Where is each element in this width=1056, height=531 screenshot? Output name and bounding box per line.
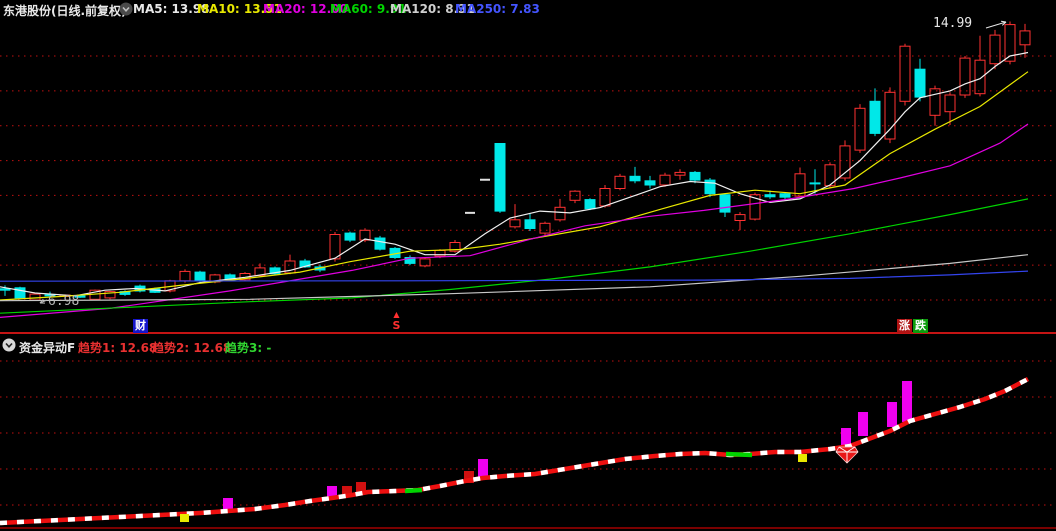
down-candle — [809, 182, 821, 185]
down-candle — [704, 179, 716, 195]
up-candle — [29, 293, 41, 301]
fund-flow-bar — [342, 486, 352, 494]
up-candle — [569, 190, 581, 201]
fund-flow-bar — [887, 402, 897, 427]
up-candle — [749, 194, 761, 220]
event-marker-rise[interactable]: 涨 — [897, 319, 912, 333]
trend2-field: 趋势2: 12.68 — [152, 341, 232, 355]
low-price-annotation: 6.98 — [48, 294, 80, 309]
collapse-chevron-icon[interactable] — [119, 2, 133, 16]
trend-green-segment — [725, 451, 753, 458]
fund-flow-bar — [356, 482, 366, 492]
diamond-facets — [836, 446, 858, 463]
up-candle — [599, 188, 611, 207]
up-candle — [944, 94, 956, 113]
ma20-indicator: MA20: 12.00 — [263, 2, 348, 16]
ma120-indicator: MA120: 8.31 — [390, 2, 475, 16]
ma60-indicator: MA60: 9.91 — [330, 2, 407, 16]
up-candle — [449, 242, 461, 252]
event-marker-arrow-icon: ▲ — [393, 310, 400, 319]
up-candle — [674, 171, 686, 176]
indicator-panel-header: 资金异动F 趋势1: 12.68 趋势2: 12.68 趋势3: - — [0, 337, 1056, 355]
down-candle — [689, 171, 701, 181]
event-marker-earnings[interactable]: 财 — [133, 319, 148, 333]
down-candle — [494, 143, 506, 212]
ma-line-MA60 — [0, 198, 1029, 314]
ma10-indicator: MA10: 13.51 — [197, 2, 282, 16]
yellow-signal-marker — [798, 454, 807, 462]
down-candle — [629, 175, 641, 182]
down-candle — [869, 100, 881, 134]
fund-flow-bar — [478, 459, 488, 479]
up-candle — [419, 258, 431, 267]
up-candle — [854, 107, 866, 151]
down-candle — [194, 271, 206, 282]
down-candle — [779, 193, 791, 198]
up-candle — [539, 222, 551, 234]
ma-line-MA120 — [0, 254, 1029, 302]
stock-title: 东港股份(日线.前复权) — [3, 4, 127, 18]
ma-line-MA5 — [0, 51, 1029, 297]
up-candle — [794, 173, 806, 197]
down-candle — [0, 288, 11, 291]
up-candle — [1019, 30, 1031, 46]
down-candle — [584, 199, 596, 210]
collapse-chevron-icon[interactable] — [2, 338, 16, 352]
up-candle — [179, 270, 191, 282]
event-marker-ex-dividend[interactable]: S — [392, 319, 401, 332]
down-candle — [14, 287, 26, 299]
up-candle — [959, 57, 971, 96]
up-candle — [734, 214, 746, 222]
down-candle — [404, 257, 416, 264]
up-candle — [839, 145, 851, 179]
trend-line — [0, 377, 1030, 526]
up-candle — [554, 206, 566, 221]
fund-flow-bar — [841, 428, 851, 448]
fund-flow-bar — [858, 412, 868, 436]
up-candle — [509, 219, 521, 228]
down-candle — [44, 294, 56, 297]
main-chart-header: 东港股份(日线.前复权) MA5: 13.98 MA10: 13.51 MA20… — [0, 0, 1056, 18]
fund-flow-bar — [902, 381, 912, 422]
ma-line-MA250 — [0, 270, 1029, 282]
down-candle — [914, 68, 926, 98]
trend-line-dashes — [0, 377, 1030, 526]
up-candle — [104, 291, 116, 299]
trend3-field: 趋势3: - — [225, 341, 272, 355]
trend1-field: 趋势1: 12.68 — [78, 341, 158, 355]
up-candle — [884, 91, 896, 140]
down-candle — [524, 219, 536, 230]
up-candle — [929, 88, 941, 116]
down-candle — [269, 267, 281, 275]
ma250-indicator: MA250: 7.83 — [455, 2, 540, 16]
down-candle — [344, 232, 356, 241]
up-candle — [659, 174, 671, 186]
indicator-title: 资金异动F — [19, 341, 76, 355]
up-candle — [1004, 24, 1016, 62]
down-candle — [764, 194, 776, 198]
down-candle — [374, 237, 386, 250]
up-candle — [974, 59, 986, 95]
up-candle — [899, 45, 911, 102]
up-candle — [359, 229, 371, 241]
ma-line-MA10 — [0, 71, 1029, 301]
down-candle — [719, 194, 731, 213]
fund-flow-bar — [223, 498, 233, 511]
down-candle — [74, 295, 86, 298]
ma5-indicator: MA5: 13.98 — [133, 2, 210, 16]
up-candle — [614, 175, 626, 190]
yellow-signal-marker — [180, 514, 189, 522]
high-price-annotation: 14.99 — [933, 16, 973, 31]
down-candle — [644, 180, 656, 186]
fund-flow-bar — [327, 486, 337, 498]
up-candle — [824, 164, 836, 187]
up-candle — [989, 34, 1001, 65]
up-candle — [329, 234, 341, 260]
fund-flow-bar — [464, 471, 474, 483]
trend-green-segment — [404, 487, 423, 494]
event-marker-fall[interactable]: 跌 — [913, 319, 928, 333]
